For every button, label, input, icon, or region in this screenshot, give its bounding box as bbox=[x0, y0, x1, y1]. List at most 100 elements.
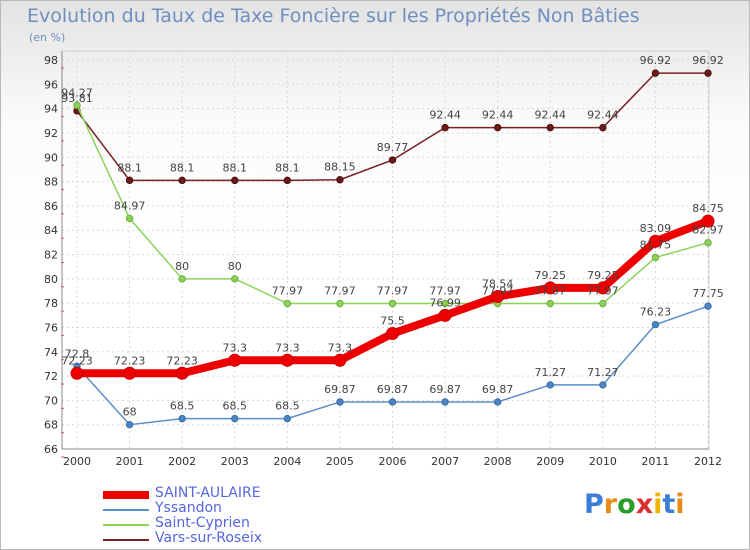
data-label-yssandon: 69.87 bbox=[482, 383, 514, 396]
point-yssandon bbox=[283, 414, 292, 423]
point-saint-cyprien bbox=[546, 299, 554, 308]
data-label-saint-aulaire: 75.5 bbox=[380, 315, 405, 328]
chart-unit: (en %) bbox=[29, 31, 66, 44]
data-label-saint-cyprien: 77.97 bbox=[535, 284, 567, 297]
y-tick-label: 74 bbox=[44, 346, 58, 359]
data-label-yssandon: 69.87 bbox=[429, 383, 461, 396]
data-label-vars-sur-roseix: 88.1 bbox=[170, 161, 195, 174]
data-label-vars-sur-roseix: 96.92 bbox=[692, 54, 724, 67]
data-label-saint-aulaire: 73.3 bbox=[223, 341, 248, 354]
point-yssandon bbox=[441, 398, 449, 406]
point-saint-cyprien bbox=[599, 299, 607, 308]
y-tick-label: 76 bbox=[44, 321, 58, 334]
point-vars-sur-roseix bbox=[546, 123, 554, 132]
data-label-vars-sur-roseix: 92.44 bbox=[482, 109, 514, 122]
data-label-vars-sur-roseix: 88.1 bbox=[117, 161, 142, 174]
y-tick-label: 92 bbox=[44, 127, 58, 140]
legend-label-saint-aulaire: SAINT-AULAIRE bbox=[155, 485, 261, 501]
data-label-saint-aulaire: 79.25 bbox=[587, 269, 619, 282]
data-label-saint-aulaire: 72.23 bbox=[166, 354, 198, 367]
data-label-saint-aulaire: 83.09 bbox=[640, 222, 672, 235]
data-label-vars-sur-roseix: 93.81 bbox=[61, 92, 93, 105]
data-label-yssandon: 72.8 bbox=[65, 347, 90, 360]
point-saint-aulaire bbox=[333, 353, 347, 367]
data-label-yssandon: 69.87 bbox=[324, 383, 356, 396]
y-tick-label: 72 bbox=[44, 370, 58, 383]
point-yssandon bbox=[178, 414, 186, 423]
x-tick-label: 2008 bbox=[484, 455, 512, 468]
data-label-saint-cyprien: 77.97 bbox=[587, 284, 619, 297]
data-label-saint-cyprien: 84.97 bbox=[114, 199, 146, 212]
point-yssandon bbox=[493, 398, 502, 406]
data-label-yssandon: 68 bbox=[123, 406, 137, 419]
y-tick-label: 98 bbox=[44, 54, 58, 67]
y-tick-label: 90 bbox=[44, 151, 58, 164]
point-saint-aulaire bbox=[543, 281, 557, 295]
y-tick-label: 68 bbox=[44, 419, 58, 432]
point-saint-aulaire bbox=[228, 353, 242, 367]
point-saint-aulaire bbox=[648, 234, 662, 248]
data-label-yssandon: 68.5 bbox=[275, 400, 300, 413]
data-label-saint-cyprien: 77.97 bbox=[482, 284, 514, 297]
point-saint-aulaire bbox=[280, 353, 294, 367]
data-label-vars-sur-roseix: 92.44 bbox=[587, 109, 619, 122]
x-tick-label: 2005 bbox=[326, 455, 354, 468]
x-tick-label: 2011 bbox=[641, 455, 669, 468]
point-vars-sur-roseix bbox=[493, 123, 502, 132]
x-tick-label: 2001 bbox=[116, 455, 144, 468]
data-label-saint-aulaire: 84.75 bbox=[692, 202, 724, 215]
point-saint-cyprien bbox=[704, 239, 712, 247]
data-labels: 93.81 88.1 88.1 88.1 88.1 88.15 89.77 92.44 92.4… bbox=[61, 54, 724, 419]
proxiti-logo: Proxiti bbox=[584, 489, 685, 520]
y-tick-label: 66 bbox=[44, 443, 58, 456]
data-label-saint-cyprien: 82.97 bbox=[692, 224, 724, 237]
data-label-saint-cyprien: 77.97 bbox=[272, 284, 304, 297]
x-tick-label: 2006 bbox=[379, 455, 407, 468]
data-label-saint-cyprien: 77.97 bbox=[377, 284, 409, 297]
logo-letter: r bbox=[603, 489, 618, 520]
point-saint-cyprien bbox=[231, 275, 239, 283]
x-tick-label: 2002 bbox=[168, 455, 196, 468]
point-vars-sur-roseix bbox=[178, 176, 186, 185]
point-vars-sur-roseix bbox=[441, 123, 449, 132]
y-tick-label: 78 bbox=[44, 297, 58, 310]
data-label-yssandon: 68.5 bbox=[223, 400, 248, 413]
point-yssandon bbox=[546, 381, 554, 389]
point-saint-aulaire bbox=[70, 366, 84, 380]
point-saint-aulaire bbox=[123, 366, 137, 380]
x-tick-label: 2003 bbox=[221, 455, 249, 468]
legend-swatch-saint-cyprien bbox=[103, 524, 149, 526]
data-label-vars-sur-roseix: 89.77 bbox=[377, 141, 409, 154]
point-vars-sur-roseix bbox=[283, 176, 292, 185]
point-vars-sur-roseix bbox=[125, 176, 134, 185]
data-label-vars-sur-roseix: 92.44 bbox=[429, 109, 461, 122]
data-label-saint-aulaire: 78.54 bbox=[482, 278, 514, 291]
point-saint-cyprien bbox=[283, 299, 292, 308]
logo-letter: x bbox=[635, 489, 654, 520]
point-saint-aulaire bbox=[386, 327, 399, 341]
y-tick-label: 80 bbox=[44, 273, 58, 286]
point-vars-sur-roseix bbox=[336, 176, 344, 184]
y-tick-label: 70 bbox=[44, 394, 58, 407]
data-label-saint-cyprien: 80 bbox=[175, 260, 189, 273]
point-saint-aulaire bbox=[438, 308, 452, 322]
x-tick-label: 2007 bbox=[431, 455, 459, 468]
data-label-yssandon: 76.23 bbox=[640, 306, 672, 319]
data-label-yssandon: 68.5 bbox=[170, 400, 195, 413]
point-yssandon bbox=[231, 414, 239, 423]
point-saint-cyprien bbox=[441, 299, 449, 308]
y-tick-label: 86 bbox=[44, 200, 58, 213]
y-tick-label: 94 bbox=[44, 103, 58, 116]
point-yssandon bbox=[599, 381, 607, 389]
data-label-saint-cyprien: 77.97 bbox=[429, 284, 461, 297]
data-label-saint-aulaire: 72.23 bbox=[61, 354, 93, 367]
point-yssandon bbox=[125, 420, 134, 429]
point-saint-aulaire bbox=[596, 281, 610, 295]
point-saint-cyprien bbox=[178, 275, 186, 283]
logo-letter: i bbox=[653, 489, 663, 520]
x-tick-label: 2010 bbox=[589, 455, 617, 468]
point-yssandon bbox=[336, 398, 344, 406]
legend-swatch-yssandon bbox=[103, 509, 149, 511]
